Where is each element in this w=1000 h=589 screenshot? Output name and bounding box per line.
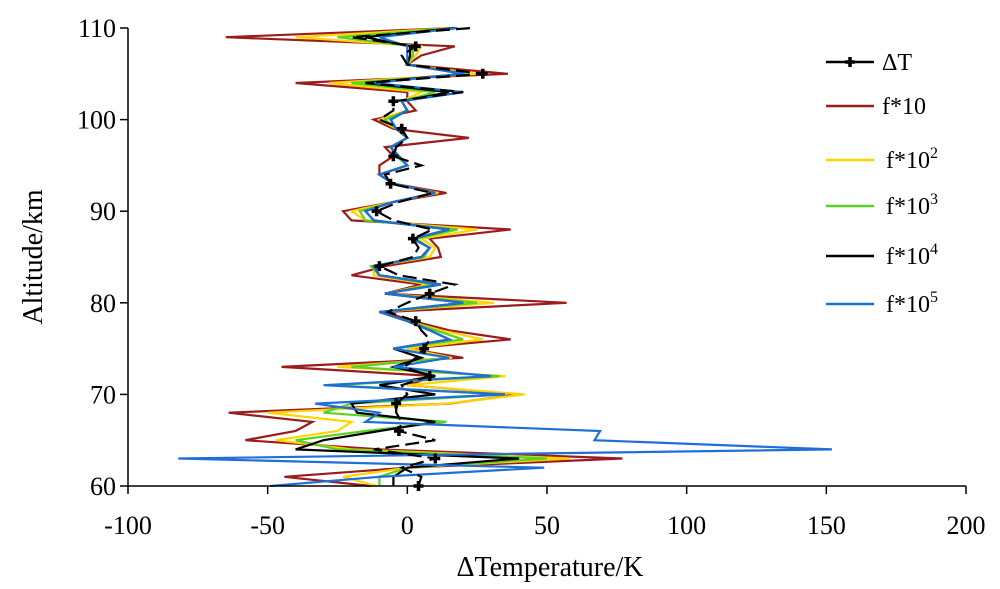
delta-t-marker [371,206,382,217]
series-line-0 [351,26,483,487]
legend-label: f*102 [886,145,938,174]
x-tick-label: 100 [667,511,706,540]
x-tick-label: -50 [250,511,285,540]
delta-t-marker [385,178,396,189]
x-tick-label: 0 [401,511,414,540]
series-line-5 [178,26,832,488]
delta-t-marker [396,123,407,134]
delta-t-marker [477,68,488,79]
delta-t-marker [393,426,404,437]
y-tick-label: 60 [90,472,116,501]
y-tick-label: 110 [78,14,116,43]
delta-t-marker [407,233,418,244]
delta-t-marker [410,316,421,327]
legend-label: f*104 [886,241,938,270]
delta-t-marker [424,288,435,299]
legend-label: f*10 [882,94,926,120]
delta-t-marker [410,41,421,52]
delta-t-marker [430,453,441,464]
x-tick-label: 200 [947,511,986,540]
delta-t-marker [424,371,435,382]
x-tick-label: 50 [534,511,560,540]
y-tick-label: 70 [90,380,116,409]
plot-area [178,26,832,491]
x-tick-label: 150 [807,511,846,540]
series-line-1 [225,26,623,488]
legend-marker [845,57,855,67]
y-tick-label: 90 [90,197,116,226]
delta-t-marker [419,343,430,354]
y-axis-title: Altitude/km [18,189,49,325]
ticks: -100 -50 0 50 100 150 200 60 70 80 90 100 110 [77,14,986,540]
legend-label: f*105 [886,289,938,318]
delta-t-marker [391,398,402,409]
x-tick-label: -100 [104,511,152,540]
legend-label: f*103 [886,191,938,220]
delta-t-marker [374,261,385,272]
y-tick-label: 100 [77,106,116,135]
delta-t-marker [388,96,399,107]
y-tick-label: 80 [90,289,116,318]
legend: ΔT f*10 f*102 f*103 f*104 f*105 [826,50,938,318]
delta-t-marker [388,151,399,162]
x-axis-title: ΔTemperature/K [456,552,643,583]
legend-label: ΔT [882,50,912,76]
